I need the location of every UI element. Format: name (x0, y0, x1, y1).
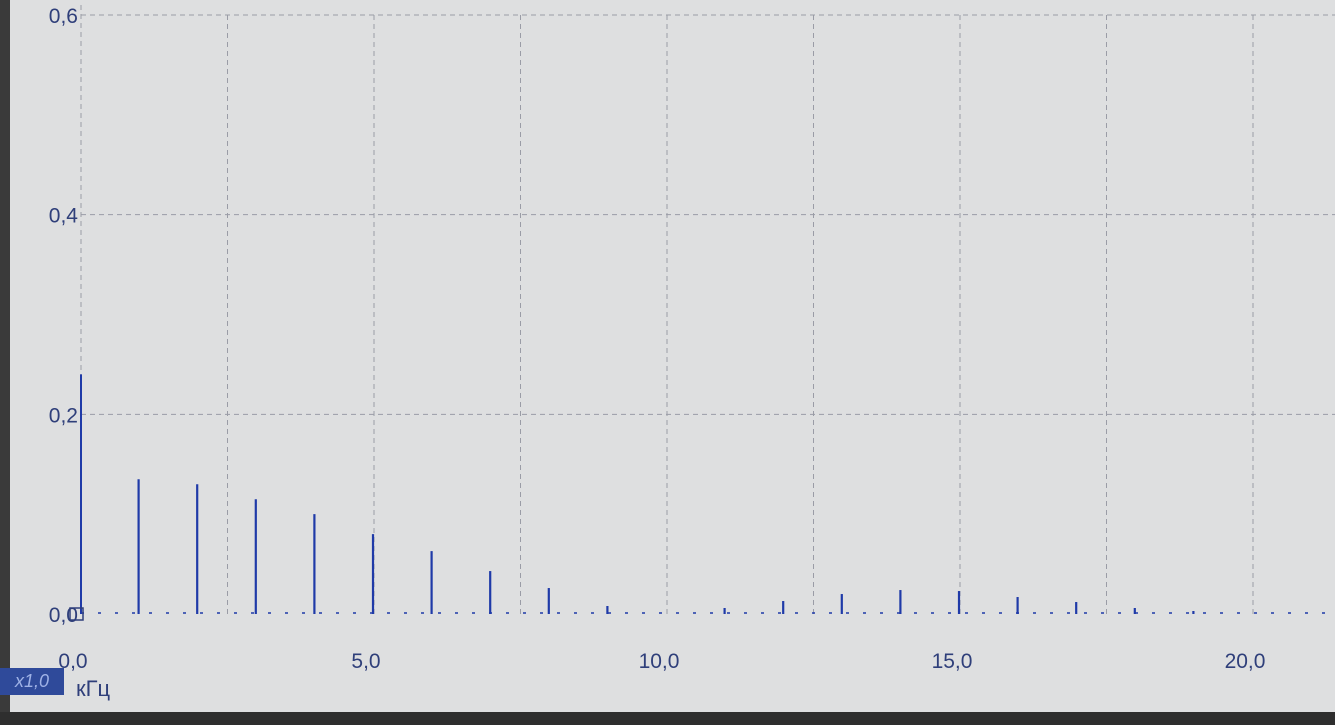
x-tick-label: 15,0 (932, 650, 973, 673)
spectrum-bars (81, 374, 1193, 614)
y-tick-label: 0,2 (49, 404, 78, 427)
x-tick-labels: 0,0 5,0 10,0 15,0 20,0 (58, 650, 1265, 673)
x-axis-unit-label: кГц (76, 676, 110, 702)
y-tick-label: 0,4 (49, 205, 79, 228)
y-tick-labels: 0,00,20,40,6 (49, 5, 79, 627)
scale-badge[interactable]: x1,0 (0, 668, 64, 695)
x-tick-label: 5,0 (351, 650, 380, 673)
grid-lines (81, 5, 1335, 614)
x-tick-label: 20,0 (1225, 650, 1266, 673)
window-bottom-edge (0, 712, 1335, 725)
x-tick-label: 10,0 (639, 650, 680, 673)
y-tick-label: 0,6 (49, 5, 78, 28)
